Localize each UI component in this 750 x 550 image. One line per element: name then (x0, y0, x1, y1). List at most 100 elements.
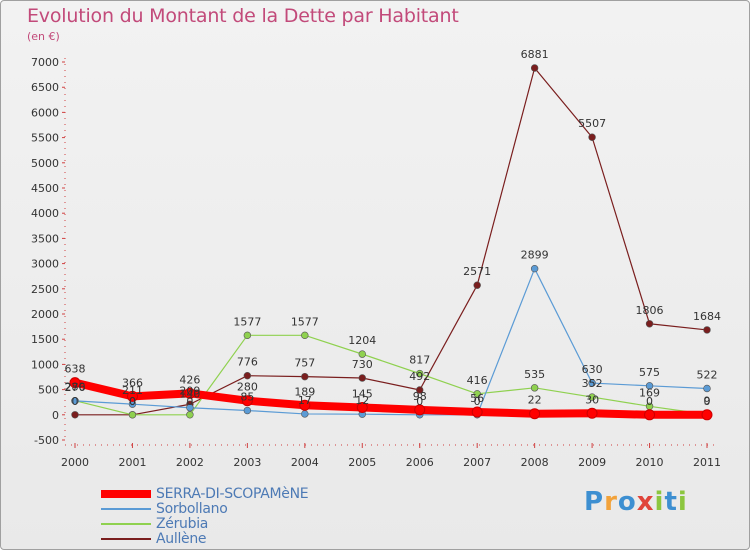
legend-item-zerubia: Zérubia (101, 516, 208, 532)
series-line (74, 334, 708, 416)
logo-letter: t (664, 487, 678, 517)
data-label: 1577 (233, 315, 261, 328)
data-point (530, 64, 539, 72)
data-label: 1204 (348, 334, 376, 347)
data-label: 0 (416, 395, 423, 408)
logo-letter: x (636, 487, 655, 517)
data-point (241, 395, 253, 407)
x-tick-label: 2008 (521, 456, 549, 469)
series-layer (69, 64, 713, 421)
data-point (69, 377, 81, 389)
data-point (243, 331, 252, 340)
data-point (71, 411, 79, 419)
logo-letter: o (617, 487, 637, 517)
data-point (416, 369, 424, 378)
data-label: 757 (294, 357, 315, 370)
y-tick-label: 2000 (31, 308, 59, 321)
data-label: 98 (413, 390, 427, 403)
data-label: 276 (65, 381, 86, 394)
x-tick-label: 2007 (463, 456, 491, 469)
data-point (701, 409, 713, 421)
x-tick-label: 2010 (636, 456, 664, 469)
data-label: 209 (179, 384, 200, 397)
legend-item-serra: SERRA-DI-SCOPAMèNE (101, 486, 309, 502)
data-label: 6881 (521, 48, 549, 61)
data-label: 366 (122, 376, 143, 389)
data-label: 1577 (291, 315, 319, 328)
data-label: 1806 (636, 304, 664, 317)
legend-swatch (101, 508, 151, 510)
data-point (301, 331, 309, 340)
y-tick-label: 7000 (31, 56, 59, 69)
data-point (299, 399, 311, 411)
x-tick-label: 2005 (348, 456, 376, 469)
x-tick-label: 2004 (291, 456, 319, 469)
legend-item-sorbollano: Sorbollano (101, 501, 228, 517)
x-tick-label: 2001 (118, 456, 146, 469)
data-label: 22 (528, 394, 542, 407)
data-label: 575 (639, 366, 660, 379)
proxiti-logo: Proxiti (584, 487, 688, 517)
data-label: 280 (65, 381, 86, 394)
data-label: 776 (237, 356, 258, 369)
data-label: 0 (646, 395, 653, 408)
data-label: 492 (409, 370, 430, 383)
data-label: 1684 (693, 310, 721, 323)
data-label: 416 (467, 374, 488, 387)
series-line (74, 67, 708, 416)
data-label: 17 (298, 394, 312, 407)
logo-letter: i (654, 487, 665, 517)
data-label: 0 (186, 395, 193, 408)
data-label: 426 (179, 373, 200, 386)
legend-swatch (101, 523, 151, 525)
data-point (414, 404, 426, 416)
data-label: 2571 (463, 265, 491, 278)
data-point (301, 372, 309, 381)
data-point (128, 411, 137, 419)
series-line (74, 268, 708, 416)
data-point (588, 393, 596, 401)
data-label: 630 (582, 363, 603, 376)
legend-label: Aullène (156, 531, 207, 547)
logo-letter: P (584, 487, 605, 517)
data-point (703, 326, 711, 334)
chart-title: Evolution du Montant de la Dette par Hab… (27, 5, 459, 27)
data-point (645, 382, 654, 390)
data-label: 5507 (578, 117, 606, 130)
y-tick-label: 6000 (31, 106, 59, 119)
data-point (416, 386, 424, 394)
y-tick-label: 0 (52, 409, 59, 422)
data-label: 0 (129, 395, 136, 408)
data-point (356, 401, 368, 413)
y-tick-label: 2500 (31, 283, 59, 296)
y-tick-label: 1500 (31, 333, 59, 346)
x-tick-label: 2009 (578, 456, 606, 469)
data-label: 535 (524, 368, 545, 381)
data-label: 638 (65, 363, 86, 376)
data-label: 30 (585, 393, 599, 406)
data-point (473, 390, 481, 398)
legend-swatch (101, 490, 151, 498)
chart-unit: (en €) (27, 30, 60, 43)
x-tick-label: 2003 (233, 456, 261, 469)
data-point (645, 320, 654, 328)
x-tick-label: 2011 (693, 456, 721, 469)
y-tick-label: 6500 (31, 81, 59, 94)
logo-letter: r (604, 487, 618, 517)
data-label: 0 (72, 395, 79, 408)
data-point (358, 350, 366, 358)
data-label: 56 (470, 392, 484, 405)
data-point (473, 281, 481, 289)
legend-label: Sorbollano (156, 501, 228, 517)
y-tick-label: -500 (34, 434, 59, 447)
data-point (529, 408, 541, 420)
data-label: 140 (179, 388, 200, 401)
y-tick-label: 4000 (31, 207, 59, 220)
data-point (126, 390, 138, 402)
data-label: 0 (129, 395, 136, 408)
series-line (71, 378, 711, 419)
x-tick-label: 2002 (176, 456, 204, 469)
data-point (471, 406, 483, 418)
